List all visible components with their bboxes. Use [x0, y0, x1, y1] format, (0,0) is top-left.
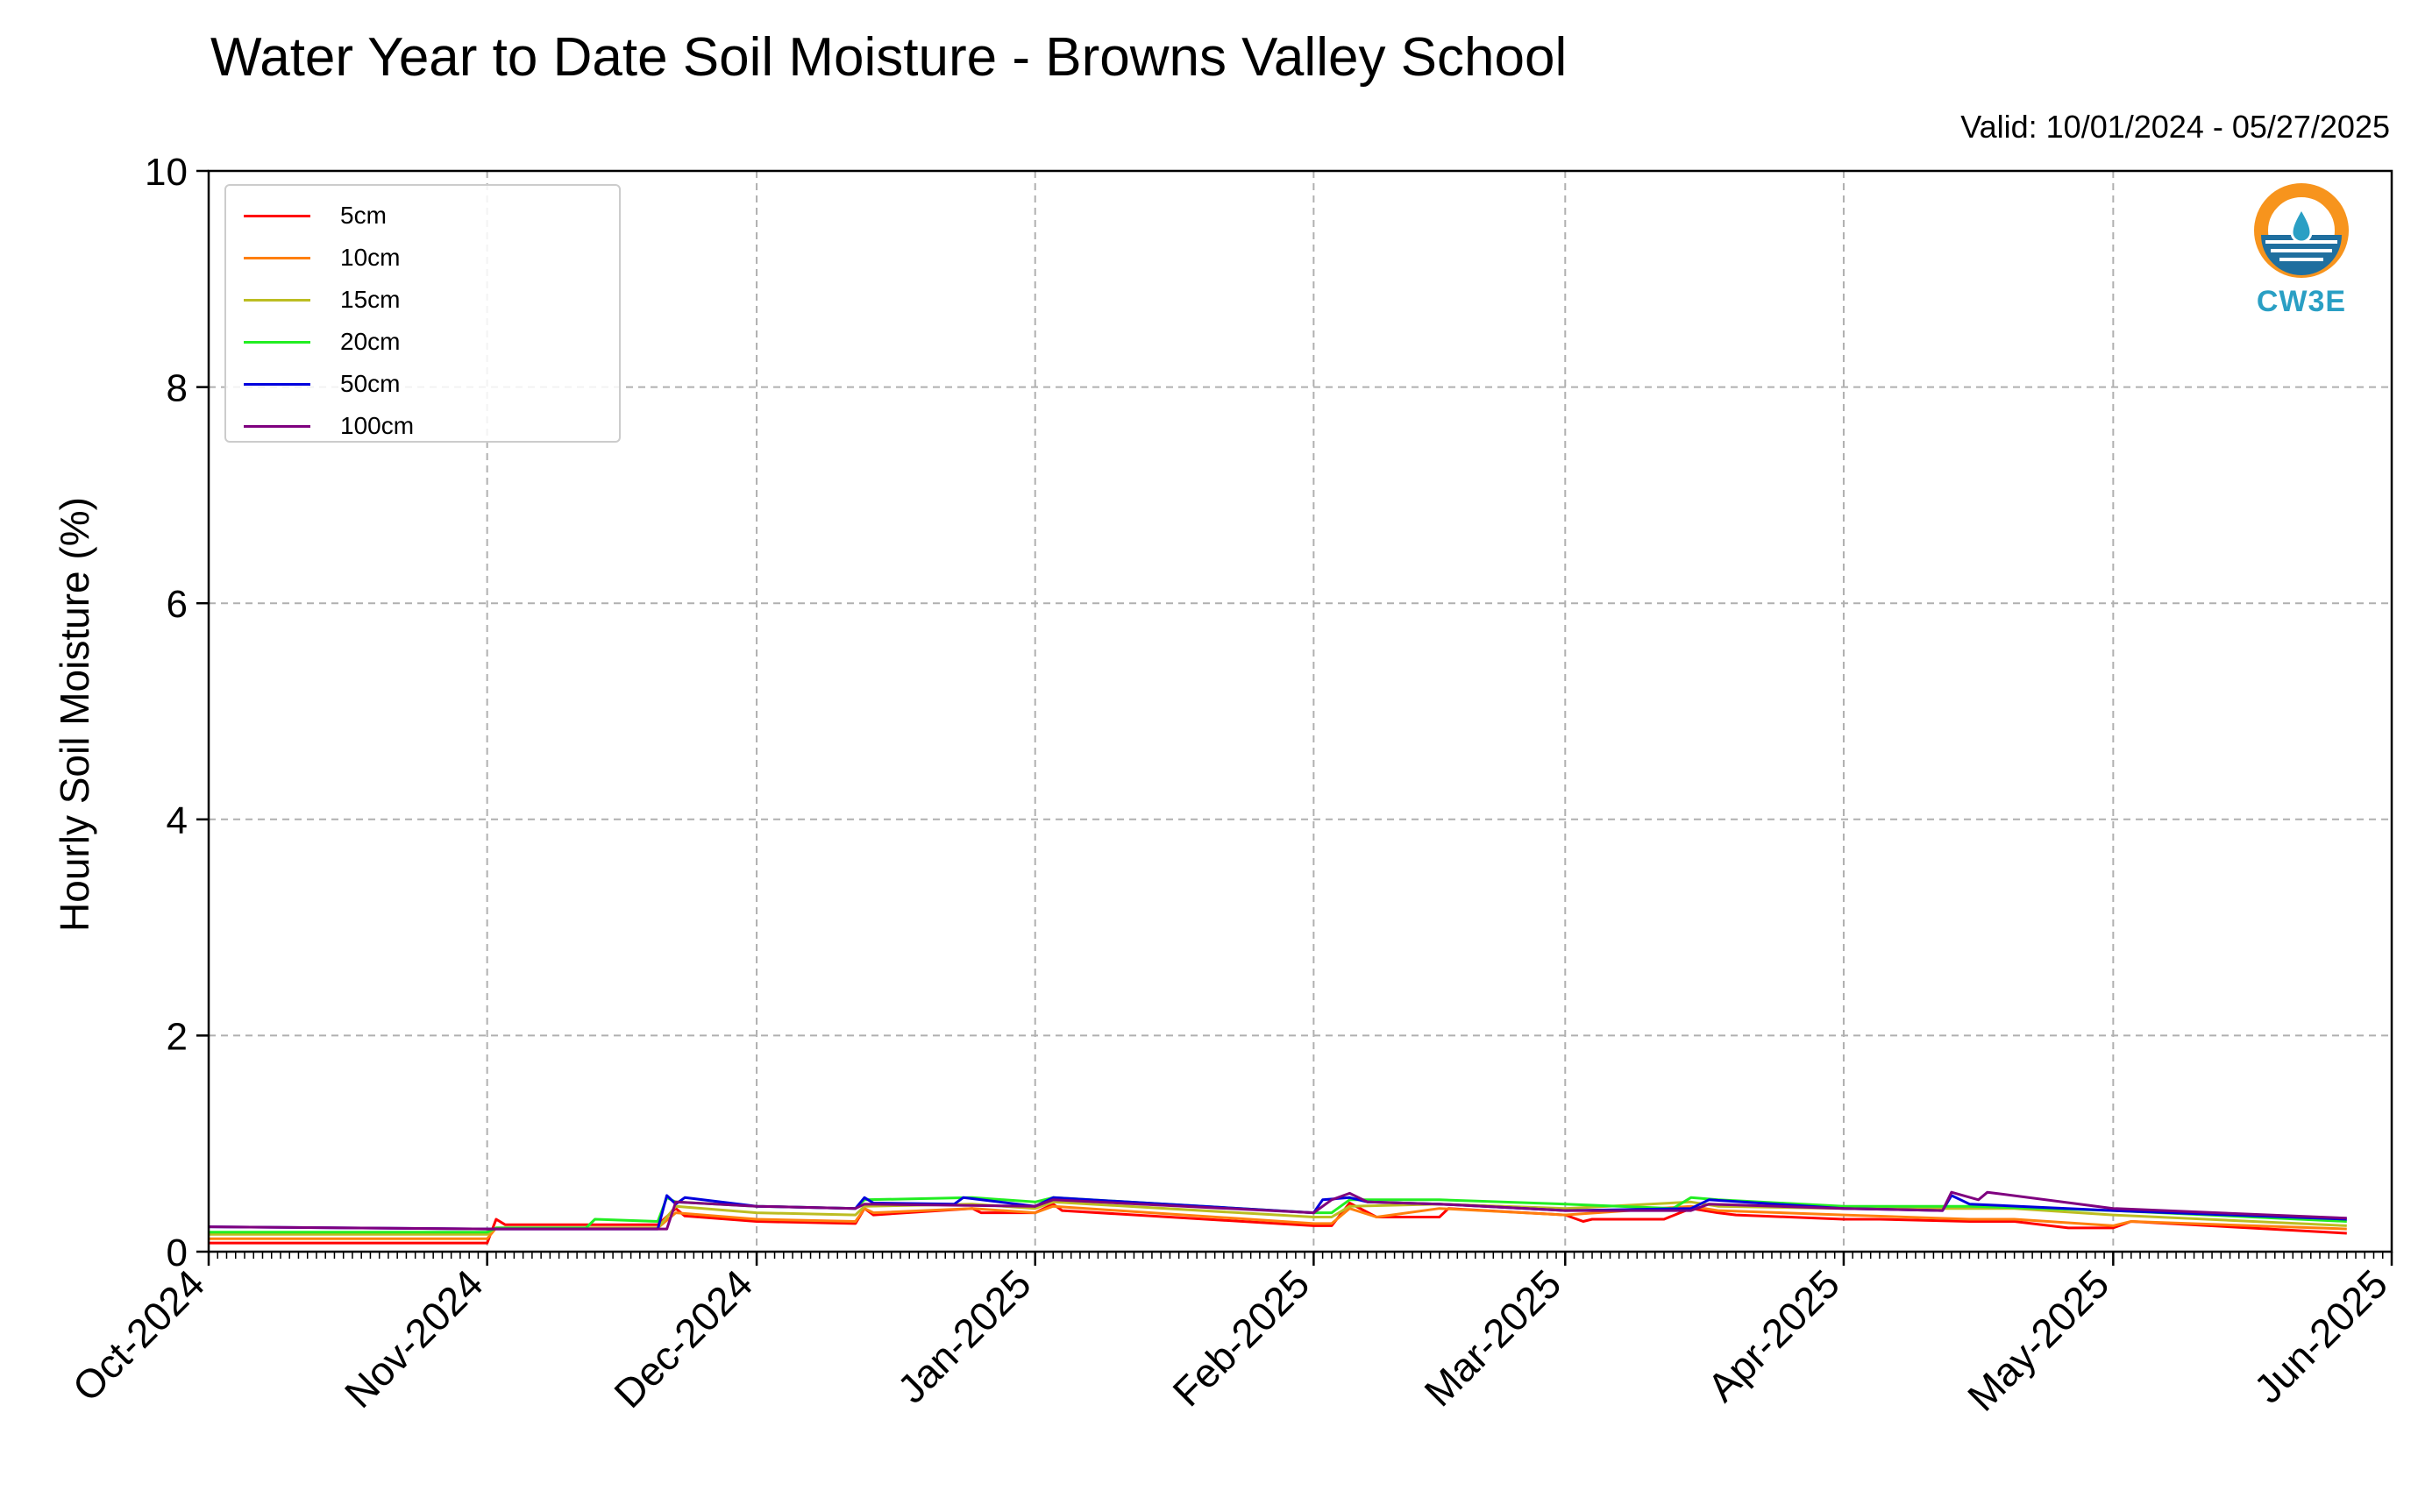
legend-swatch [244, 424, 310, 428]
y-tick-label: 8 [167, 367, 188, 410]
y-tick-label: 0 [167, 1232, 188, 1274]
x-tick-label: Jun-2025 [2245, 1260, 2396, 1411]
y-tick-label: 6 [167, 583, 188, 626]
y-tick-label: 4 [167, 799, 188, 842]
cw3e-logo: CW3E [2240, 182, 2363, 319]
series-lines [208, 1190, 2347, 1245]
cw3e-droplet-logo-icon [2254, 183, 2349, 278]
series-line-5cm [209, 1202, 2347, 1245]
legend-label: 20cm [340, 328, 401, 355]
legend-item: 15cm [226, 279, 619, 321]
chart-title: Water Year to Date Soil Moisture - Brown… [210, 27, 1568, 88]
legend-label: 15cm [340, 286, 401, 313]
legend-item: 5cm [226, 195, 619, 237]
legend-swatch [244, 382, 310, 386]
legend-swatch [244, 298, 310, 302]
x-tick-label: Feb-2025 [1163, 1260, 1318, 1415]
legend-swatch [244, 340, 310, 344]
legend-swatch [244, 256, 310, 259]
legend: 5cm 10cm 15cm 20cm 50cm 100cm [224, 184, 621, 443]
series-line-10cm [209, 1204, 2347, 1240]
x-tick-label: Oct-2024 [64, 1260, 214, 1410]
valid-date-range: Valid: 10/01/2024 - 05/27/2025 [1960, 109, 2390, 145]
x-tick-label: May-2025 [1959, 1260, 2117, 1419]
legend-item: 100cm [226, 405, 619, 447]
x-tick-label: Nov-2024 [336, 1260, 492, 1416]
x-tick-label: Apr-2025 [1698, 1260, 1848, 1410]
legend-item: 10cm [226, 237, 619, 279]
legend-label: 50cm [340, 370, 401, 397]
y-tick-label: 10 [145, 151, 188, 194]
legend-item: 20cm [226, 321, 619, 363]
x-tick-label: Jan-2025 [888, 1260, 1039, 1411]
x-tick-label: Mar-2025 [1415, 1260, 1569, 1415]
legend-label: 10cm [340, 244, 401, 271]
series-line-100cm [208, 1190, 2347, 1231]
logo-text: CW3E [2256, 285, 2347, 318]
plot-frame [207, 169, 2393, 1253]
x-tick-label: Dec-2024 [605, 1260, 761, 1416]
y-tick-label: 2 [167, 1015, 188, 1058]
legend-label: 100cm [340, 412, 415, 439]
legend-swatch [244, 214, 310, 217]
legend-item: 50cm [226, 363, 619, 405]
legend-label: 5cm [340, 202, 387, 229]
